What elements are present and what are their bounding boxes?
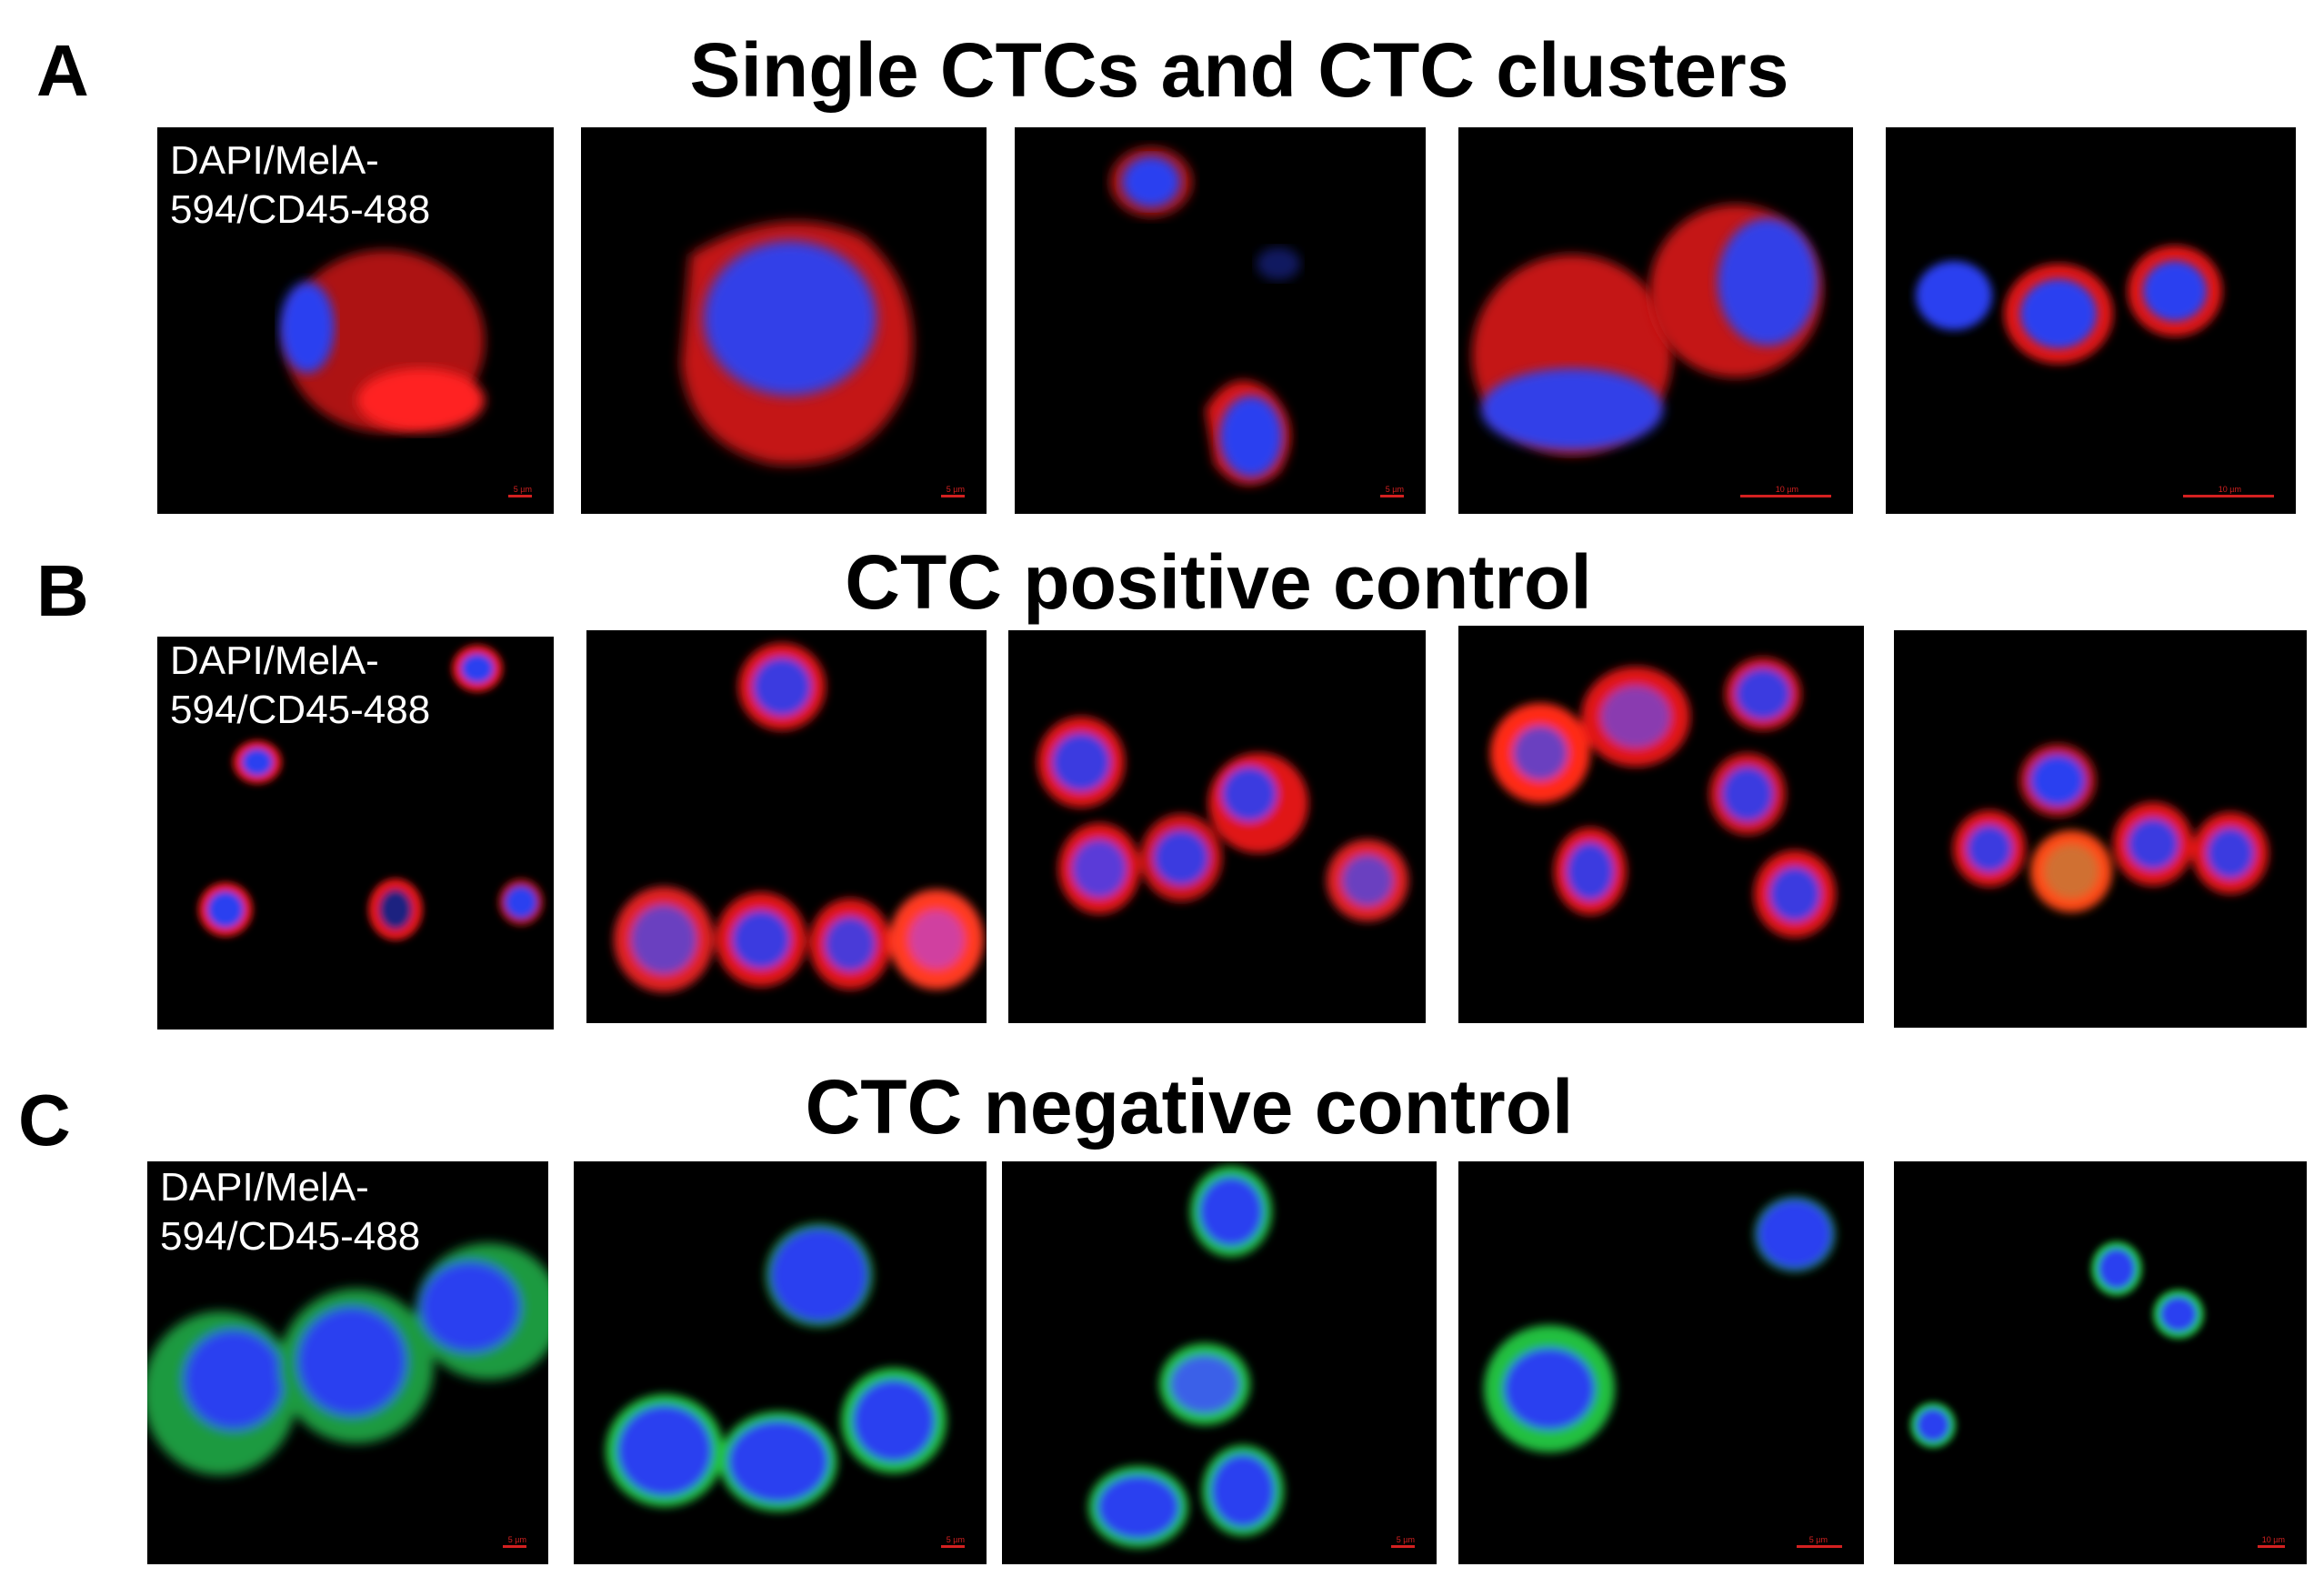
micrograph-a1: DAPI/MelA- 594/CD45-488 5 µm	[157, 127, 554, 514]
stain-label-c: DAPI/MelA- 594/CD45-488	[160, 1165, 421, 1259]
micrograph-c3: 5 µm	[1002, 1161, 1437, 1564]
scale-label: 5 µm	[1808, 1535, 1828, 1544]
micrograph-a5: 10 µm	[1886, 127, 2296, 514]
row-title-b: CTC positive control	[845, 539, 1592, 625]
row-title-c: CTC negative control	[805, 1064, 1574, 1150]
scale-label: 5 µm	[513, 485, 532, 494]
scale-label: 5 µm	[946, 485, 965, 494]
micrograph-b4	[1458, 626, 1864, 1023]
scale-bar	[1380, 495, 1404, 497]
scale-label: 5 µm	[1385, 485, 1404, 494]
micrograph-c5: 10 µm	[1894, 1161, 2307, 1564]
panel-letter-a: A	[36, 30, 89, 111]
scale-bar	[2183, 495, 2274, 497]
scale-label: 10 µm	[1775, 485, 1798, 494]
stain-label-a: DAPI/MelA- 594/CD45-488	[170, 138, 431, 232]
micrograph-b1: DAPI/MelA- 594/CD45-488	[157, 637, 554, 1030]
micrograph-c4: 5 µm	[1458, 1161, 1864, 1564]
scale-bar	[1797, 1545, 1842, 1548]
scale-bar	[508, 495, 532, 497]
scale-label: 5 µm	[1396, 1535, 1415, 1544]
stain-label-b: DAPI/MelA- 594/CD45-488	[170, 638, 431, 732]
scale-bar	[1391, 1545, 1415, 1548]
scale-label: 5 µm	[946, 1535, 965, 1544]
micrograph-c2: 5 µm	[574, 1161, 987, 1564]
scale-label: 10 µm	[2261, 1535, 2285, 1544]
micrograph-c1: DAPI/MelA- 594/CD45-488 5 µm	[147, 1161, 548, 1564]
micrograph-b3	[1008, 630, 1426, 1023]
row-title-a: Single CTCs and CTC clusters	[689, 27, 1789, 113]
scale-bar	[2258, 1545, 2285, 1548]
panel-letter-c: C	[18, 1080, 71, 1160]
scale-bar	[941, 1545, 965, 1548]
micrograph-a2: 5 µm	[581, 127, 987, 514]
micrograph-a3: 5 µm	[1015, 127, 1426, 514]
scale-bar	[503, 1545, 526, 1548]
micrograph-a4: 10 µm	[1458, 127, 1853, 514]
scale-label: 10 µm	[2218, 485, 2241, 494]
micrograph-b2	[586, 630, 987, 1023]
scale-label: 5 µm	[507, 1535, 526, 1544]
micrograph-b5	[1894, 630, 2307, 1028]
scale-bar	[1740, 495, 1831, 497]
panel-letter-b: B	[36, 550, 89, 631]
scale-bar	[941, 495, 965, 497]
